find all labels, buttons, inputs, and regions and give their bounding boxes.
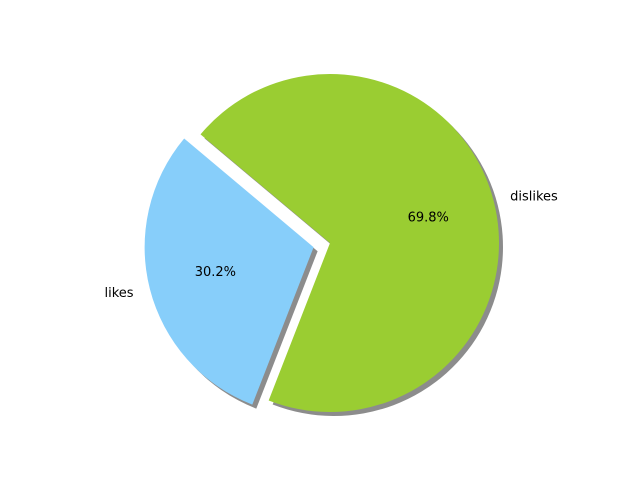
slice-label-dislikes: dislikes [510,189,558,204]
slices [144,74,499,412]
labels: likes 30.2% dislikes 69.8% [104,189,558,300]
slice-label-likes: likes [104,286,133,301]
slice-likes [144,138,314,405]
slice-percent-likes: 30.2% [195,265,236,280]
slice-percent-dislikes: 69.8% [408,210,449,225]
slice-dislikes [200,74,499,412]
